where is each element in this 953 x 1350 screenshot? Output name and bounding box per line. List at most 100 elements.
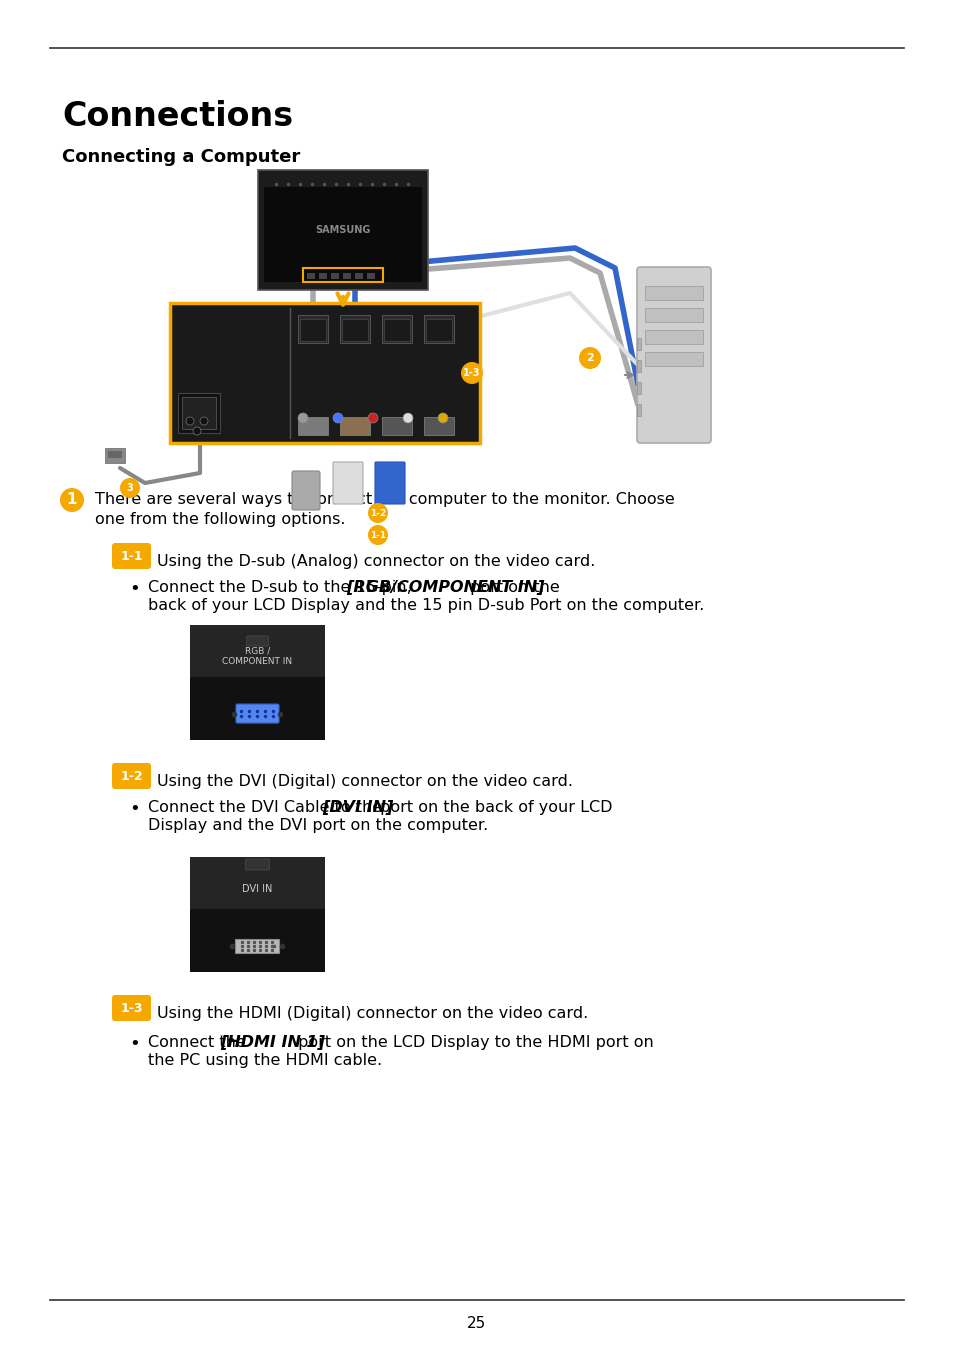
Text: port on the: port on the [464, 580, 559, 595]
Text: [RGB/COMPONENT IN]: [RGB/COMPONENT IN] [346, 580, 544, 595]
Bar [355, 273, 363, 279]
Text: Connect the DVI Cable to the: Connect the DVI Cable to the [148, 801, 387, 815]
Circle shape [193, 427, 201, 435]
FancyBboxPatch shape [235, 938, 279, 953]
Circle shape [297, 413, 308, 423]
Text: Using the DVI (Digital) connector on the video card.: Using the DVI (Digital) connector on the… [157, 774, 573, 788]
Circle shape [200, 417, 208, 425]
Bar [381, 315, 412, 343]
Bar [367, 273, 375, 279]
Text: 1-3: 1-3 [463, 369, 480, 378]
Bar [644, 352, 702, 366]
Text: SAMSUNG: SAMSUNG [315, 225, 371, 235]
Text: one from the following options.: one from the following options. [95, 512, 345, 526]
Text: 25: 25 [467, 1315, 486, 1331]
Text: back of your LCD Display and the 15 pin D-sub Port on the computer.: back of your LCD Display and the 15 pin … [148, 598, 703, 613]
Bar [637, 404, 640, 416]
Bar [426, 319, 452, 342]
Circle shape [578, 347, 600, 369]
Text: •: • [130, 1035, 140, 1053]
Bar [384, 319, 410, 342]
Bar [178, 393, 220, 433]
Text: Connecting a Computer: Connecting a Computer [62, 148, 300, 166]
Text: Connect the D-sub to the 15-pin,: Connect the D-sub to the 15-pin, [148, 580, 416, 595]
FancyBboxPatch shape [375, 462, 405, 504]
FancyBboxPatch shape [112, 543, 151, 568]
Bar [190, 857, 325, 972]
Bar [307, 273, 314, 279]
Circle shape [333, 413, 343, 423]
Text: •: • [130, 580, 140, 598]
Bar [341, 319, 368, 342]
Bar [182, 397, 215, 429]
Circle shape [186, 417, 193, 425]
Bar [644, 286, 702, 300]
Bar [423, 315, 454, 343]
Circle shape [60, 487, 84, 512]
Text: port on the LCD Display to the HDMI port on: port on the LCD Display to the HDMI port… [293, 1035, 653, 1050]
Text: the PC using the HDMI cable.: the PC using the HDMI cable. [148, 1053, 382, 1068]
Bar [257, 170, 428, 290]
Text: Using the HDMI (Digital) connector on the video card.: Using the HDMI (Digital) connector on th… [157, 1006, 588, 1021]
Bar [637, 382, 640, 394]
FancyBboxPatch shape [235, 705, 278, 724]
Circle shape [368, 525, 388, 545]
Circle shape [120, 478, 140, 498]
Circle shape [368, 504, 388, 522]
FancyBboxPatch shape [637, 267, 710, 443]
Bar [381, 417, 412, 435]
Text: There are several ways to connect the computer to the monitor. Choose: There are several ways to connect the co… [95, 491, 674, 508]
Text: 1-3: 1-3 [120, 1002, 143, 1014]
Text: Connect the: Connect the [148, 1035, 251, 1050]
Bar [190, 625, 325, 676]
Text: [DVI IN]: [DVI IN] [322, 801, 393, 815]
Bar [343, 273, 351, 279]
Bar [264, 188, 421, 282]
Circle shape [402, 413, 413, 423]
Circle shape [368, 413, 377, 423]
Text: Display and the DVI port on the computer.: Display and the DVI port on the computer… [148, 818, 488, 833]
FancyBboxPatch shape [112, 763, 151, 788]
Bar [105, 448, 125, 463]
Bar [339, 315, 370, 343]
FancyBboxPatch shape [245, 859, 269, 869]
Bar [297, 315, 328, 343]
Text: RGB /
COMPONENT IN: RGB / COMPONENT IN [222, 647, 293, 666]
Circle shape [437, 413, 448, 423]
Text: 3: 3 [127, 483, 133, 493]
Bar [297, 417, 328, 435]
Bar [644, 308, 702, 323]
Text: 1-2: 1-2 [370, 509, 386, 517]
Bar [637, 338, 640, 350]
Text: port on the back of your LCD: port on the back of your LCD [375, 801, 612, 815]
Bar [339, 417, 370, 435]
Bar [190, 625, 325, 740]
Bar [108, 451, 122, 458]
Bar [331, 273, 338, 279]
Text: DVI IN: DVI IN [242, 884, 273, 894]
Bar [190, 857, 325, 909]
FancyBboxPatch shape [112, 995, 151, 1021]
Bar [423, 417, 454, 435]
Text: 1-2: 1-2 [120, 769, 143, 783]
Text: 1: 1 [67, 493, 77, 508]
Bar [637, 360, 640, 373]
Bar [190, 676, 325, 740]
Bar [170, 302, 479, 443]
Text: [HDMI IN 1]: [HDMI IN 1] [220, 1035, 325, 1050]
Bar [644, 329, 702, 344]
Bar [190, 909, 325, 972]
Bar [299, 319, 326, 342]
Text: Using the D-sub (Analog) connector on the video card.: Using the D-sub (Analog) connector on th… [157, 554, 595, 568]
FancyBboxPatch shape [333, 462, 363, 504]
FancyBboxPatch shape [246, 636, 268, 647]
Text: Connections: Connections [62, 100, 293, 134]
Text: 1-1: 1-1 [370, 531, 386, 540]
Bar [303, 269, 382, 282]
Text: 2: 2 [585, 352, 594, 363]
Bar [318, 273, 327, 279]
Text: 1-1: 1-1 [120, 549, 143, 563]
Text: •: • [130, 801, 140, 818]
Circle shape [460, 362, 482, 383]
FancyBboxPatch shape [292, 471, 319, 510]
